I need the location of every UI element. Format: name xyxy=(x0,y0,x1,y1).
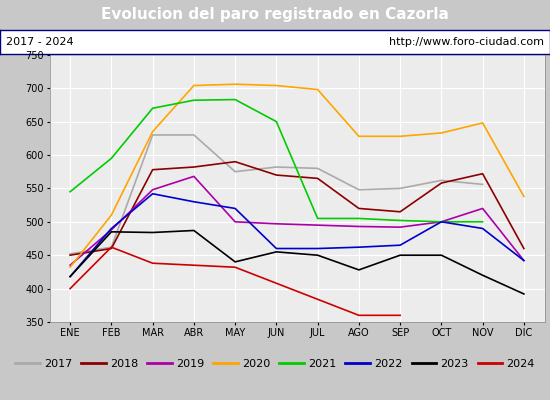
Text: http://www.foro-ciudad.com: http://www.foro-ciudad.com xyxy=(389,37,544,47)
Legend: 2017, 2018, 2019, 2020, 2021, 2022, 2023, 2024: 2017, 2018, 2019, 2020, 2021, 2022, 2023… xyxy=(11,354,539,374)
Text: 2017 - 2024: 2017 - 2024 xyxy=(6,37,73,47)
Text: Evolucion del paro registrado en Cazorla: Evolucion del paro registrado en Cazorla xyxy=(101,8,449,22)
